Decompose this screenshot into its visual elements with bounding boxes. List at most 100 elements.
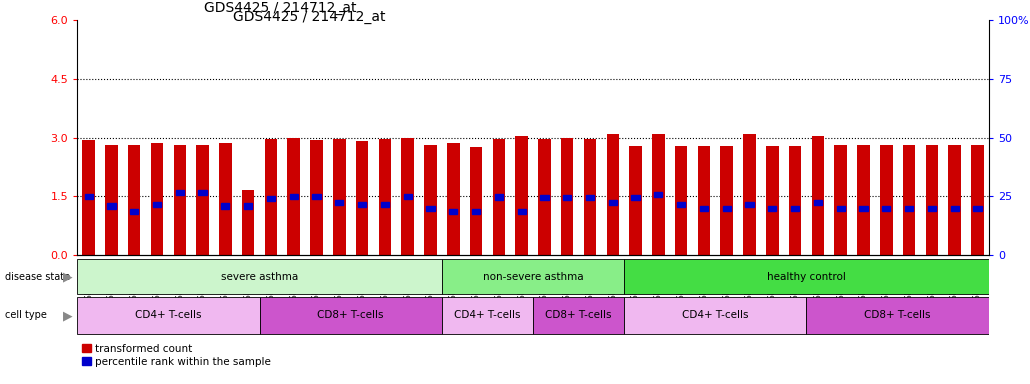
Text: GDS4425 / 214712_at: GDS4425 / 214712_at	[204, 1, 357, 15]
Bar	[197, 145, 209, 255]
Bar	[82, 140, 95, 255]
Bar	[494, 194, 503, 200]
Text: cell type: cell type	[5, 311, 47, 321]
Bar	[928, 206, 936, 211]
Bar	[834, 145, 847, 255]
Bar	[806, 297, 989, 334]
Bar	[880, 145, 893, 255]
Bar	[859, 206, 867, 211]
Bar	[926, 145, 938, 255]
Bar	[882, 206, 890, 211]
Bar	[404, 194, 412, 199]
Bar	[447, 142, 459, 255]
Bar	[534, 297, 624, 334]
Bar	[624, 259, 989, 294]
Text: ▶: ▶	[63, 309, 72, 322]
Bar	[723, 206, 731, 211]
Bar	[449, 209, 457, 214]
Bar	[584, 139, 596, 255]
Bar	[541, 195, 549, 200]
Bar	[333, 139, 346, 255]
Bar	[951, 206, 959, 211]
Bar	[105, 144, 117, 255]
Bar	[720, 146, 733, 255]
Bar	[836, 206, 845, 211]
Bar	[244, 204, 252, 209]
Text: disease state: disease state	[5, 271, 70, 281]
Bar	[949, 145, 961, 255]
Bar	[128, 144, 140, 255]
Text: CD8+ T-cells: CD8+ T-cells	[545, 311, 612, 321]
Bar	[289, 194, 298, 199]
Text: CD4+ T-cells: CD4+ T-cells	[135, 311, 202, 321]
Bar	[287, 138, 300, 255]
Bar	[586, 195, 594, 200]
Bar	[77, 297, 260, 334]
Bar	[607, 134, 619, 255]
Bar	[766, 146, 779, 255]
Bar	[242, 190, 254, 255]
Legend: transformed count, percentile rank within the sample: transformed count, percentile rank withi…	[82, 344, 271, 367]
Text: CD4+ T-cells: CD4+ T-cells	[454, 311, 521, 321]
Bar	[675, 146, 687, 255]
Bar	[791, 206, 799, 211]
Bar	[199, 190, 207, 195]
Bar	[260, 297, 442, 334]
Bar	[472, 209, 480, 214]
Bar	[789, 146, 801, 255]
Text: CD8+ T-cells: CD8+ T-cells	[864, 311, 931, 321]
Text: CD4+ T-cells: CD4+ T-cells	[682, 311, 749, 321]
Bar	[424, 145, 437, 255]
Bar	[814, 200, 822, 205]
Bar	[905, 206, 914, 211]
Bar	[84, 194, 93, 199]
Bar	[150, 142, 164, 255]
Bar	[609, 200, 617, 205]
Bar	[107, 204, 115, 209]
Text: ▶: ▶	[63, 270, 72, 283]
Bar	[152, 202, 161, 207]
Bar	[857, 145, 869, 255]
Bar	[335, 200, 343, 205]
Bar	[221, 204, 230, 209]
Bar	[517, 209, 525, 214]
Bar	[973, 206, 982, 211]
Bar	[652, 134, 664, 255]
Bar	[677, 202, 685, 207]
Bar	[442, 297, 534, 334]
Bar	[563, 195, 572, 200]
Bar	[265, 139, 277, 255]
Bar	[267, 196, 275, 201]
Bar	[515, 136, 528, 255]
Bar	[492, 139, 505, 255]
Bar	[631, 195, 640, 200]
Bar	[77, 259, 442, 294]
Bar	[654, 192, 662, 197]
Bar	[358, 202, 367, 207]
Bar	[561, 138, 574, 255]
Bar	[768, 206, 777, 211]
Bar	[381, 202, 389, 207]
Text: healthy control: healthy control	[767, 271, 846, 281]
Text: non-severe asthma: non-severe asthma	[483, 271, 583, 281]
Text: GDS4425 / 214712_at: GDS4425 / 214712_at	[233, 10, 385, 23]
Bar	[442, 259, 624, 294]
Bar	[538, 139, 551, 255]
Bar	[310, 140, 322, 255]
Bar	[812, 136, 824, 255]
Bar	[130, 209, 138, 214]
Bar	[744, 134, 756, 255]
Bar	[355, 141, 369, 255]
Bar	[699, 206, 708, 211]
Text: severe asthma: severe asthma	[220, 271, 299, 281]
Bar	[697, 146, 711, 255]
Text: CD8+ T-cells: CD8+ T-cells	[317, 311, 384, 321]
Bar	[379, 139, 391, 255]
Bar	[629, 146, 642, 255]
Bar	[176, 190, 184, 195]
Bar	[77, 255, 989, 384]
Bar	[746, 202, 754, 207]
Bar	[312, 194, 320, 199]
Bar	[971, 145, 984, 255]
Bar	[173, 145, 186, 255]
